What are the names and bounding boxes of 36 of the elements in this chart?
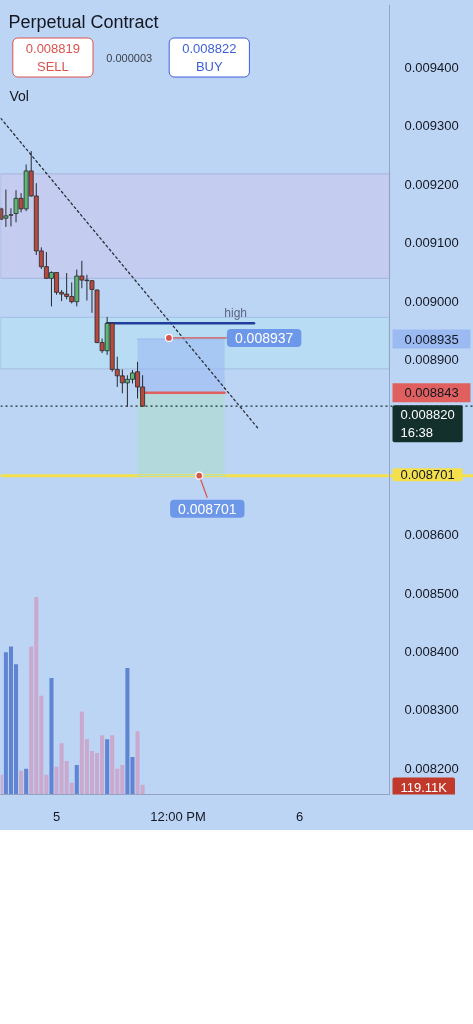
candlestick bbox=[13, 189, 19, 223]
bar bbox=[24, 768, 29, 795]
bar bbox=[125, 668, 130, 795]
chart-title: Vol bbox=[9, 87, 29, 104]
bar bbox=[105, 739, 110, 795]
y-tick-label: 0.008600 bbox=[404, 527, 459, 543]
y-tick-label: 0.008300 bbox=[404, 702, 459, 718]
bar bbox=[49, 677, 54, 795]
x-tick-label: 12:00 PM bbox=[150, 808, 206, 824]
series-label: high bbox=[224, 306, 247, 321]
candlestick bbox=[3, 189, 9, 228]
annotation: 0.000003 bbox=[106, 51, 153, 64]
x-tick-label: 5 bbox=[52, 808, 61, 824]
y-tick-label: 0.008900 bbox=[404, 352, 459, 367]
y-tick-label: 0.009200 bbox=[404, 176, 459, 192]
y-tick-label: 0.008200 bbox=[404, 760, 459, 776]
y-tick-label: 0.009100 bbox=[404, 235, 459, 251]
bar bbox=[74, 764, 79, 795]
annotation: 0.008822 BUY bbox=[182, 41, 237, 74]
text: 119.11K bbox=[400, 779, 448, 795]
y-tick-label: 0.009300 bbox=[404, 118, 459, 134]
ref-line-label: 0.008701 bbox=[400, 467, 455, 483]
y-tick-label: 0.008400 bbox=[404, 643, 459, 659]
bar bbox=[110, 735, 115, 795]
chart-title: Perpetual Contract bbox=[8, 11, 159, 32]
y-tick-label: 0.009400 bbox=[404, 60, 459, 76]
annotation: 0.008937 bbox=[234, 329, 294, 346]
y-tick-label: 0.008843 bbox=[404, 385, 459, 401]
ref-line-label: 0.008820 16:38 bbox=[400, 407, 455, 441]
annotation: 0.008701 bbox=[178, 500, 237, 517]
bar bbox=[19, 770, 24, 795]
y-tick-label: 0.009000 bbox=[404, 293, 459, 309]
x-tick-label: 6 bbox=[295, 808, 304, 824]
y-tick-label: 0.008500 bbox=[404, 585, 459, 601]
annotation: 0.008819 SELL bbox=[25, 41, 81, 74]
y-tick-label: 0.008935 bbox=[404, 331, 459, 347]
